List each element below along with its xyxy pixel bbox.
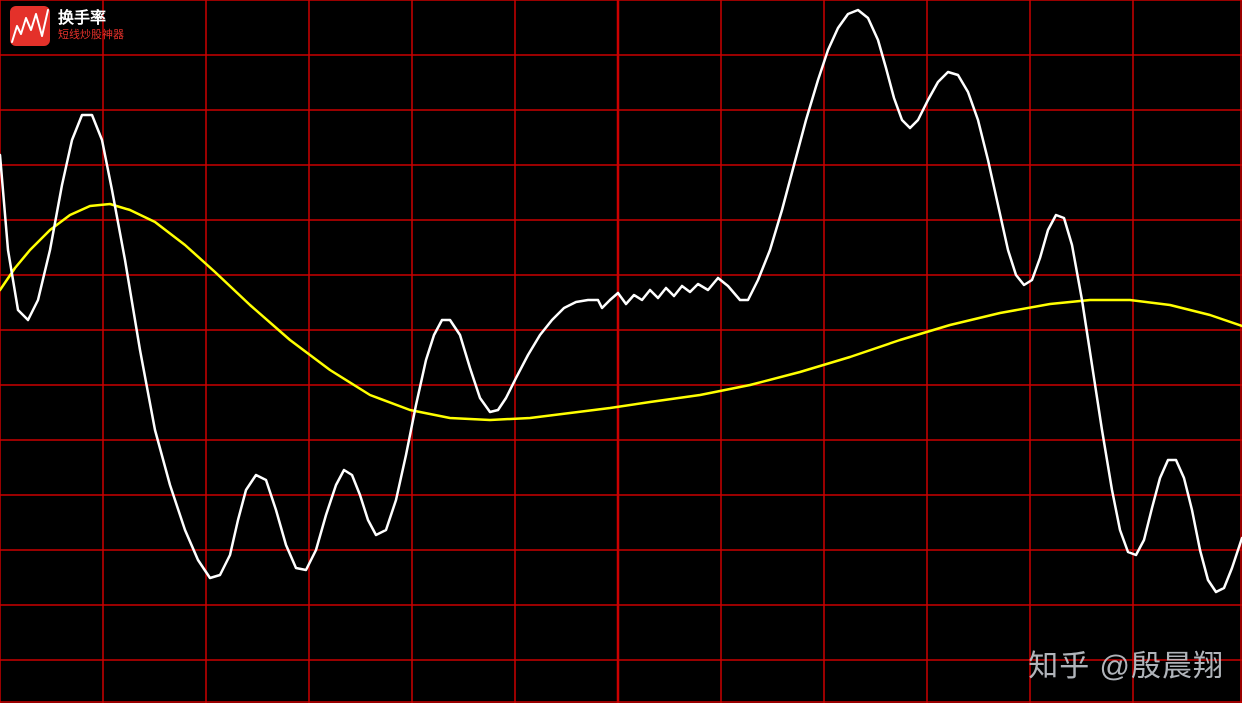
logo-title: 换手率 (58, 10, 124, 28)
watermark-text: 知乎 @殷晨翔 (1028, 641, 1224, 685)
indicator-chart (0, 0, 1242, 703)
app-logo: 换手率 短线炒股神器 (10, 6, 124, 46)
logo-icon (10, 6, 50, 46)
logo-subtitle: 短线炒股神器 (58, 29, 124, 42)
